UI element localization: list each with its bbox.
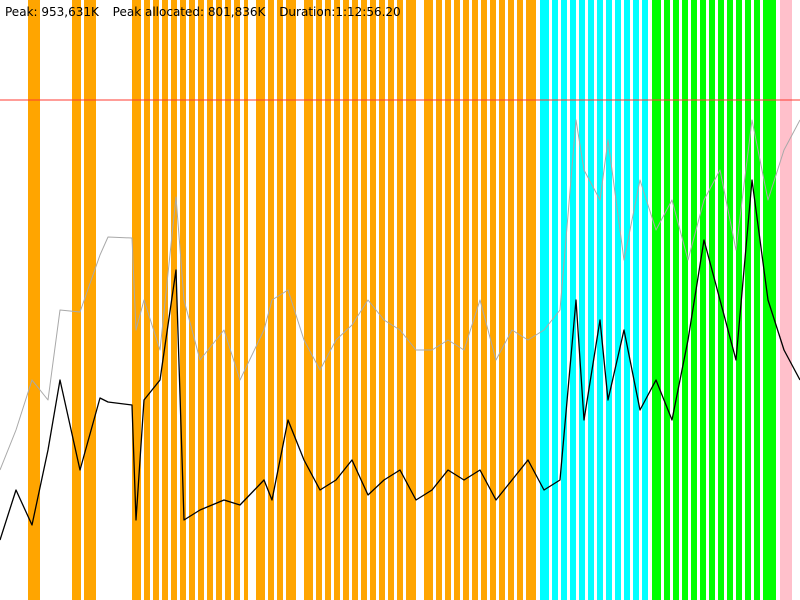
phase-band-gap-cyan-0-5 <box>585 0 588 600</box>
phase-band-gap-orange-6-9 <box>505 0 508 600</box>
phase-band-gap-green-0-11 <box>751 0 754 600</box>
phase-band-gap-orange-2-5 <box>177 0 180 600</box>
phase-band-gap-orange-2-6 <box>186 0 189 600</box>
series-black-line <box>0 179 800 541</box>
series-black-line-group <box>0 179 800 541</box>
phase-band-gap-green-0-12 <box>760 0 763 600</box>
phase-band-gap-orange-2-7 <box>195 0 198 600</box>
phase-band-gap-orange-6-4 <box>460 0 463 600</box>
phase-band-gap-green-0-10 <box>742 0 745 600</box>
phase-band-gap-orange-5-10 <box>394 0 397 600</box>
phase-band-gap-green-0-9 <box>733 0 736 600</box>
phase-band-gap-orange-6-2 <box>442 0 445 600</box>
phase-band-gap-orange-5-3 <box>331 0 334 600</box>
phase-band-gap-cyan-0-4 <box>576 0 579 600</box>
phase-band-gap-green-0-2 <box>670 0 673 600</box>
phase-band-gap-orange-2-4 <box>168 0 171 600</box>
phase-band-gap-orange-5-6 <box>358 0 361 600</box>
phase-band-gap-orange-5-5 <box>349 0 352 600</box>
phase-band-gap-orange-6-3 <box>451 0 454 600</box>
phase-band-gap-cyan-0-1 <box>549 0 552 600</box>
phase-band-pink-0 <box>780 0 792 600</box>
phase-band-gap-cyan-0-10 <box>630 0 633 600</box>
phase-band-gap-orange-5-11 <box>403 0 406 600</box>
phase-band-gap-orange-2-9 <box>213 0 216 600</box>
phase-band-gap-orange-4-1 <box>265 0 268 600</box>
phase-band-gap-orange-2-2 <box>150 0 153 600</box>
phase-band-gap-orange-6-7 <box>487 0 490 600</box>
phase-band-gap-cyan-0-2 <box>558 0 561 600</box>
phase-band-gap-green-0-8 <box>724 0 727 600</box>
phase-band-gap-orange-4-3 <box>283 0 286 600</box>
phase-band-gap-orange-6-1 <box>433 0 436 600</box>
phase-band-gap-green-0-7 <box>715 0 718 600</box>
phase-band-gap-orange-2-8 <box>204 0 207 600</box>
phase-band-gap-orange-4-2 <box>274 0 277 600</box>
phase-band-gap-orange-5-4 <box>340 0 343 600</box>
phase-band-gap-orange-5-2 <box>322 0 325 600</box>
phase-band-gap-orange-6-5 <box>469 0 472 600</box>
phase-band-gap-green-0-4 <box>688 0 691 600</box>
phase-bands <box>28 0 792 600</box>
phase-band-gap-orange-2-1 <box>141 0 144 600</box>
phase-band-gap-cyan-0-6 <box>594 0 597 600</box>
peak-allocated-label: Peak allocated: 801,836K <box>112 5 266 19</box>
phase-band-gap-cyan-0-8 <box>612 0 615 600</box>
phase-band-gap-cyan-0-9 <box>621 0 624 600</box>
series-gray-line-group <box>0 119 800 471</box>
phase-band-orange-3 <box>244 0 248 600</box>
phase-band-gap-cyan-0-11 <box>639 0 642 600</box>
phase-band-gap-orange-2-10 <box>222 0 225 600</box>
phase-band-gap-orange-6-10 <box>514 0 517 600</box>
phase-band-gap-orange-5-8 <box>376 0 379 600</box>
phase-band-gap-green-0-3 <box>679 0 682 600</box>
phase-band-orange-0 <box>28 0 40 600</box>
phase-band-gap-orange-6-11 <box>523 0 526 600</box>
phase-band-gap-cyan-0-7 <box>603 0 606 600</box>
peak-label: Peak: 953,631K <box>5 5 99 19</box>
phase-band-gap-orange-2-11 <box>231 0 234 600</box>
duration-label: Duration:1:12:56.20 <box>279 5 401 19</box>
stats-header: Peak: 953,631K Peak allocated: 801,836K … <box>5 4 411 20</box>
phase-band-gap-green-0-6 <box>706 0 709 600</box>
phase-band-gap-green-0-5 <box>697 0 700 600</box>
series-gray-line <box>0 119 800 471</box>
phase-band-gap-orange-1-1 <box>81 0 84 600</box>
phase-band-gap-cyan-0-3 <box>567 0 570 600</box>
phase-band-gap-orange-5-1 <box>313 0 316 600</box>
phase-band-gap-green-0-1 <box>661 0 664 600</box>
phase-band-gap-orange-5-9 <box>385 0 388 600</box>
phase-band-gap-orange-6-8 <box>496 0 499 600</box>
phase-band-gap-orange-2-3 <box>159 0 162 600</box>
